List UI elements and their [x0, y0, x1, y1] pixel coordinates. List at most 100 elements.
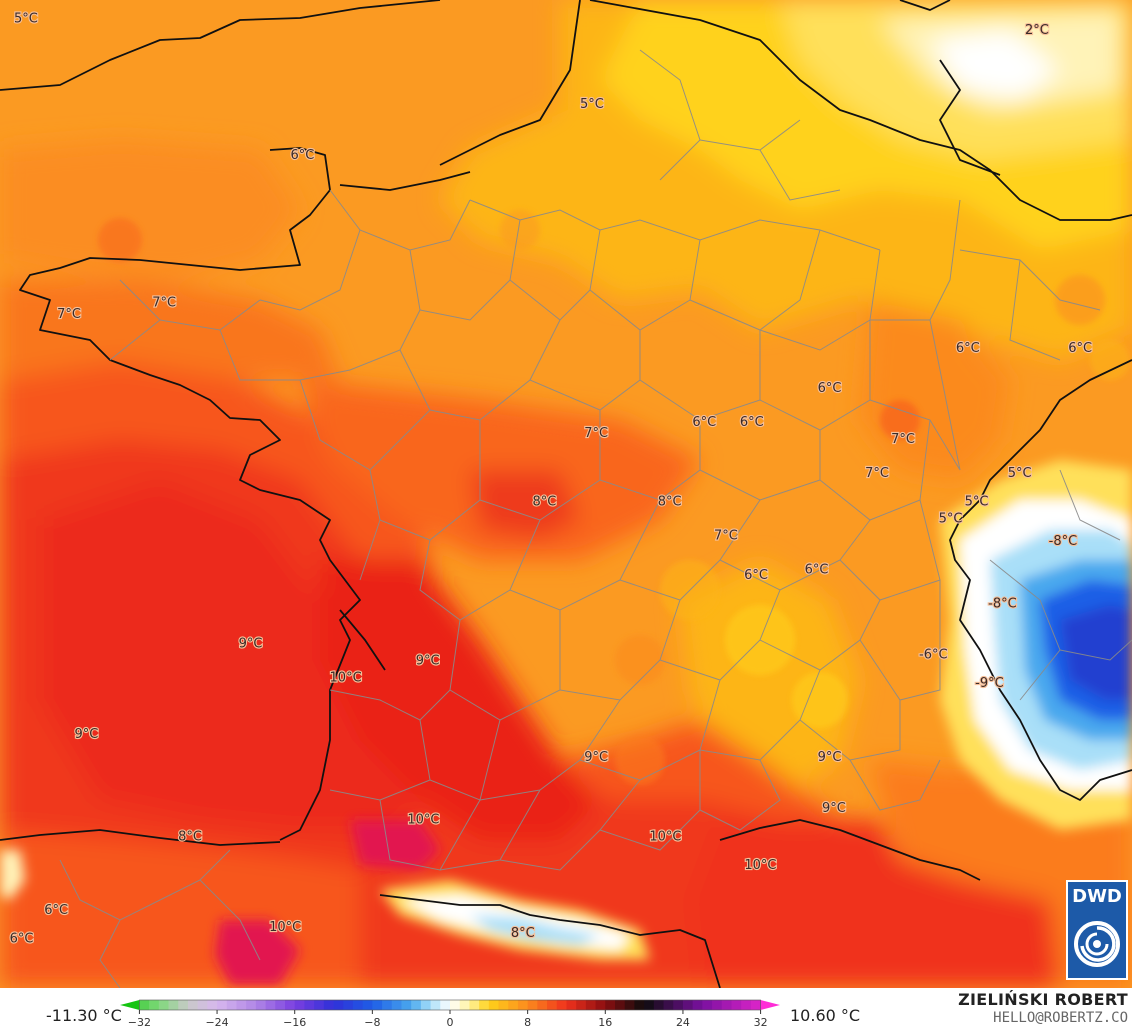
temperature-label: 9°C: [822, 801, 846, 816]
colorbar-cell: [236, 1000, 247, 1010]
colorbar-cell: [547, 1000, 558, 1010]
temperature-label: 7°C: [152, 296, 176, 311]
colorbar-cell: [285, 1000, 296, 1010]
temperature-label: 5°C: [939, 511, 963, 526]
temperature-label: -6°C: [919, 648, 948, 663]
colorbar-cell: [517, 1000, 529, 1010]
colorbar-cell: [139, 1000, 150, 1010]
colorbar-tick-label: 32: [754, 1016, 768, 1029]
temperature-colorbar: −32 −24 −16 −8 0 8 16 24 32: [120, 999, 780, 1029]
temperature-label: 8°C: [658, 494, 682, 509]
colorbar-min-label: -11.30 °C: [46, 1006, 122, 1025]
temperature-label: 6°C: [805, 563, 829, 578]
temperature-label: 8°C: [178, 829, 202, 844]
colorbar-cell: [420, 1000, 432, 1010]
colorbar-tick-label: 8: [524, 1016, 531, 1029]
colorbar-cell: [576, 1000, 587, 1010]
colorbar-cell: [294, 1000, 305, 1010]
credit-site: HELLO@ROBERTZ.CO: [993, 1010, 1128, 1026]
colorbar-cell: [246, 1000, 257, 1010]
colorbar-cell: [178, 1000, 189, 1010]
colorbar-cell: [158, 1000, 170, 1010]
temperature-label: 9°C: [416, 653, 440, 668]
colorbar-cell: [168, 1000, 179, 1010]
colorbar-cell: [314, 1000, 325, 1010]
colorbar-cell: [479, 1000, 490, 1010]
colorbar-cell: [217, 1000, 228, 1010]
colorbar-tick-label: 16: [598, 1016, 612, 1029]
colorbar-cell: [440, 1000, 451, 1010]
temperature-label: 7°C: [584, 426, 608, 441]
temperature-label: 2°C: [1025, 23, 1049, 38]
colorbar-tick-label: −24: [205, 1016, 228, 1029]
colorbar-cell: [265, 1000, 276, 1010]
temperature-label: 8°C: [511, 926, 535, 941]
colorbar-cell: [187, 1000, 199, 1010]
colorbar-cell: [207, 1000, 218, 1010]
colorbar-cell: [352, 1000, 364, 1010]
colorbar-cell: [362, 1000, 373, 1010]
temperature-label: 6°C: [1068, 341, 1092, 356]
temperature-label: 8°C: [532, 494, 556, 509]
colorbar-cell: [488, 1000, 500, 1010]
colorbar-cell: [149, 1000, 160, 1010]
colorbar-cell: [556, 1000, 567, 1010]
temperature-label: 9°C: [239, 636, 263, 651]
footer: -11.30 °C −32 −24 −16 −8 0 8 16 24 32 10.60 °C Z…: [0, 988, 1132, 1035]
temperature-label: 9°C: [74, 727, 98, 742]
temperature-label: -8°C: [1049, 534, 1078, 549]
colorbar-cell: [624, 1000, 635, 1010]
temperature-label: 10°C: [407, 812, 439, 827]
temperature-label: 10°C: [744, 858, 776, 873]
temperature-label: 10°C: [649, 829, 681, 844]
colorbar-cell: [401, 1000, 412, 1010]
colorbar-cell: [255, 1000, 267, 1010]
admin-boundaries: [59, 49, 1132, 988]
colorbar-cell: [226, 1000, 237, 1010]
temperature-label: 6°C: [740, 415, 764, 430]
colorbar-cell: [508, 1000, 519, 1010]
temperature-label: -8°C: [988, 597, 1017, 612]
temperature-field: [0, 0, 1132, 988]
temperature-label: -9°C: [975, 676, 1004, 691]
temperature-label: 6°C: [290, 148, 314, 163]
temperature-labels: 5°C5°C2°C6°C7°C7°C6°C 6°C6°C7°C6°C 6°C7°C7…: [9, 11, 1094, 948]
temperature-label: 6°C: [692, 415, 716, 430]
colorbar-cell: [663, 1000, 674, 1010]
temperature-label: 5°C: [965, 494, 989, 509]
temperature-label: 10°C: [269, 920, 301, 935]
temperature-label: 6°C: [44, 903, 68, 918]
colorbar-cell: [343, 1000, 354, 1010]
map-canvas: 5°C5°C2°C6°C7°C7°C6°C 6°C6°C7°C6°C 6°C7°C7…: [0, 0, 1132, 988]
colorbar-cell: [741, 1000, 752, 1010]
colorbar-cell: [595, 1000, 606, 1010]
colorbar-cell: [721, 1000, 732, 1010]
temperature-label: 7°C: [714, 528, 738, 543]
colorbar-min-arrow: [120, 1000, 140, 1010]
colorbar-tick-label: 24: [676, 1016, 690, 1029]
colorbar-cell: [333, 1000, 344, 1010]
colorbar-cells: [120, 999, 780, 1011]
temperature-label: 7°C: [57, 307, 81, 322]
temperature-label: 5°C: [1008, 466, 1032, 481]
colorbar-cell: [585, 1000, 597, 1010]
temperature-label: 6°C: [818, 381, 842, 396]
colorbar-ticks: −32 −24 −16 −8 0 8 16 24 32: [128, 1010, 768, 1029]
colorbar-cell: [566, 1000, 577, 1010]
colorbar-cell: [712, 1000, 723, 1010]
temperature-map: 5°C 5°C 2°C 6°C 7°C 7°C 6°C 6°C 6°C 7°C 6°C 6°C 7°C 7…: [0, 0, 1132, 988]
temperature-label: 5°C: [14, 12, 38, 27]
temperature-label: 7°C: [865, 466, 889, 481]
temperature-label: 9°C: [818, 750, 842, 765]
colorbar-cell: [323, 1000, 335, 1010]
colorbar-cell: [469, 1000, 480, 1010]
colorbar-cell: [391, 1000, 402, 1010]
colorbar-cell: [634, 1000, 645, 1010]
credit-name: ZIELIŃSKI ROBERT: [958, 990, 1128, 1009]
temperature-label: 6°C: [10, 932, 34, 947]
colorbar-cell: [750, 1000, 762, 1010]
temperature-label: 9°C: [584, 750, 608, 765]
dwd-logo: DWD: [1066, 880, 1128, 980]
colorbar-cell: [605, 1000, 616, 1010]
colorbar-cell: [459, 1000, 470, 1010]
